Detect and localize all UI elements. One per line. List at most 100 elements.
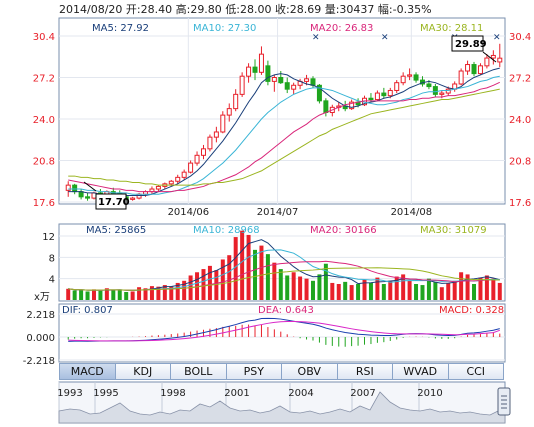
volume-bar bbox=[375, 277, 380, 300]
volume-bar bbox=[336, 284, 341, 300]
timeline-history-curve bbox=[58, 391, 506, 424]
candle-body bbox=[239, 75, 245, 95]
volume-bar bbox=[278, 269, 283, 300]
macd-tick: 0.000 bbox=[26, 333, 55, 344]
ma-line-ma20 bbox=[68, 81, 500, 193]
low-annotation-label: 17.70 bbox=[98, 197, 130, 208]
tab-rsi[interactable]: RSI bbox=[337, 363, 393, 380]
timeline-year: 1995 bbox=[93, 388, 118, 399]
volume-bar bbox=[246, 234, 251, 300]
tab-psy[interactable]: PSY bbox=[226, 363, 282, 380]
volume-bar bbox=[207, 265, 212, 300]
date-label: 2014/06 bbox=[168, 207, 210, 218]
tab-obv[interactable]: OBV bbox=[282, 363, 338, 380]
candle-body bbox=[265, 65, 271, 82]
volume-bar bbox=[433, 281, 438, 300]
volume-bar bbox=[323, 263, 328, 300]
volume-bar bbox=[472, 284, 477, 300]
candle-body bbox=[497, 57, 503, 63]
candle-body bbox=[175, 176, 181, 182]
volume-bar bbox=[162, 285, 167, 300]
tab-wvad[interactable]: WVAD bbox=[393, 363, 449, 380]
volume-bar bbox=[465, 274, 470, 300]
candle-body bbox=[65, 184, 71, 191]
volume-bar bbox=[169, 286, 174, 300]
candle-body bbox=[465, 64, 471, 72]
candle-body bbox=[220, 114, 226, 133]
volume-legend-ma10: MA10: 28968 bbox=[193, 225, 260, 236]
price-tick-right: 20.8 bbox=[509, 157, 531, 168]
candle-body bbox=[226, 108, 232, 116]
candle-body bbox=[316, 84, 322, 102]
price-tick-left: 24.0 bbox=[33, 115, 55, 126]
volume-bar bbox=[394, 276, 399, 300]
price-tick-right: 17.6 bbox=[509, 198, 531, 209]
tab-cci[interactable]: CCI bbox=[448, 363, 504, 380]
price-tick-left: 30.4 bbox=[33, 32, 55, 43]
candle-body bbox=[310, 78, 316, 86]
macd-legend-macd: MACD: 0.328 bbox=[439, 305, 504, 316]
volume-bar bbox=[356, 284, 361, 300]
macd-legend-dea: DEA: 0.643 bbox=[258, 305, 314, 316]
volume-bar bbox=[381, 284, 386, 300]
volume-bar bbox=[317, 274, 322, 300]
volume-bar bbox=[368, 282, 373, 300]
volume-bar bbox=[240, 230, 245, 300]
volume-bar bbox=[91, 289, 96, 300]
volume-bar bbox=[420, 285, 425, 300]
macd-tick: -2.218 bbox=[23, 356, 55, 367]
price-tick-left: 27.2 bbox=[33, 74, 55, 85]
marker-x-4: ✕ bbox=[493, 33, 501, 43]
candle-body bbox=[136, 193, 142, 199]
candle-body bbox=[374, 92, 380, 101]
volume-bar bbox=[388, 280, 393, 300]
tab-boll[interactable]: BOLL bbox=[171, 363, 227, 380]
candle-body bbox=[426, 83, 432, 88]
candle-body bbox=[271, 77, 277, 82]
volume-legend-ma5: MA5: 25865 bbox=[86, 225, 146, 236]
volume-bar bbox=[72, 290, 77, 300]
candle-body bbox=[394, 82, 400, 91]
candle-body bbox=[291, 84, 297, 90]
tab-kdj[interactable]: KDJ bbox=[115, 363, 171, 380]
volume-bar bbox=[227, 255, 232, 300]
volume-bar bbox=[253, 249, 258, 300]
marker-x-2: ✕ bbox=[381, 33, 389, 43]
price-legend-ma20: MA20: 26.83 bbox=[310, 23, 373, 34]
date-label: 2014/08 bbox=[391, 207, 433, 218]
volume-bar bbox=[182, 280, 187, 300]
candle-body bbox=[490, 54, 496, 59]
candle-body bbox=[471, 64, 477, 75]
marker-x-1: ✕ bbox=[312, 33, 320, 43]
volume-bar bbox=[459, 272, 464, 300]
timeline-year: 2004 bbox=[288, 388, 313, 399]
timeline-range-handle[interactable] bbox=[497, 387, 511, 416]
volume-bar bbox=[414, 284, 419, 300]
volume-bar bbox=[137, 287, 142, 300]
volume-bar bbox=[195, 272, 200, 300]
macd-tick: 2.218 bbox=[26, 310, 55, 321]
ma-line-ma5 bbox=[68, 67, 500, 197]
volume-bar bbox=[220, 259, 225, 300]
volume-bar bbox=[156, 286, 161, 300]
volume-bar bbox=[291, 272, 296, 300]
volume-tick: 12 bbox=[42, 232, 55, 243]
candle-body bbox=[484, 57, 490, 67]
tab-macd[interactable]: MACD bbox=[59, 363, 116, 380]
candle-body bbox=[213, 131, 219, 138]
candle-body bbox=[432, 86, 438, 95]
candle-body bbox=[200, 148, 206, 156]
candle-body bbox=[304, 78, 310, 82]
candle-body bbox=[381, 92, 387, 97]
candle-body bbox=[155, 185, 161, 190]
price-tick-right: 24.0 bbox=[509, 115, 531, 126]
price-tick-right: 30.4 bbox=[509, 32, 531, 43]
timeline-year: 2010 bbox=[417, 388, 442, 399]
date-label: 2014/07 bbox=[257, 207, 299, 218]
volume-bar bbox=[497, 282, 502, 300]
indicator-tabs: MACD KDJ BOLL PSY OBV RSI WVAD CCI bbox=[59, 363, 504, 380]
ma-line-ma30 bbox=[68, 88, 500, 186]
volume-unit: x万 bbox=[34, 292, 50, 303]
volume-bar bbox=[285, 275, 290, 300]
